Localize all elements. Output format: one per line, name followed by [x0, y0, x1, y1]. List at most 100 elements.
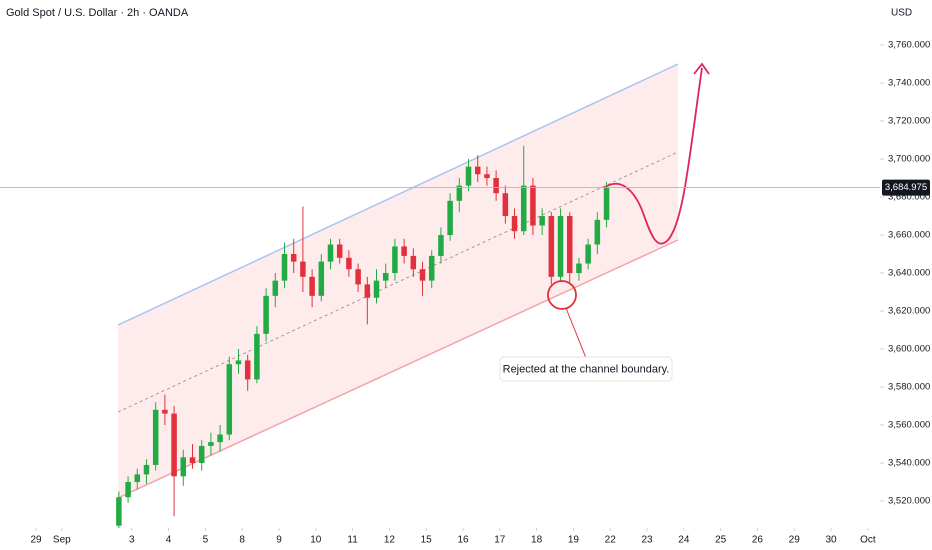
- candle-body: [198, 445, 205, 464]
- annotation-box: [499, 356, 673, 382]
- candle-body: [364, 284, 371, 298]
- price-axis-panel: [880, 0, 932, 550]
- price-label-box: [882, 179, 930, 196]
- candle-body: [346, 257, 352, 270]
- candle-body: [162, 409, 168, 414]
- time-axis-panel: [0, 528, 932, 550]
- channel-upper-line: [117, 63, 679, 326]
- x-tick-label: 19: [568, 535, 580, 546]
- candle-body: [309, 276, 315, 296]
- annotation-leader: [565, 307, 587, 359]
- candle-body: [502, 193, 509, 217]
- candle-body: [539, 216, 545, 226]
- y-tick-label: 3,760.000: [888, 40, 930, 51]
- candle-body: [557, 216, 564, 277]
- candle-body: [290, 254, 297, 262]
- x-tick-label: 5: [203, 535, 209, 546]
- rejection-circle: [547, 280, 577, 310]
- y-tick-label: 3,540.000: [888, 458, 930, 469]
- x-tick-label: 22: [605, 535, 617, 546]
- candle-body: [447, 200, 453, 236]
- x-tick-label: 12: [384, 535, 396, 546]
- channel-mid-line: [117, 151, 679, 413]
- x-tick-label: 17: [494, 535, 506, 546]
- x-tick-label: 29: [789, 535, 801, 546]
- chart-title[interactable]: Gold Spot / U.S. Dollar · 2h · OANDA: [6, 7, 189, 19]
- candle-body: [226, 364, 233, 435]
- candle-body: [254, 333, 260, 380]
- y-tick-label: 3,580.000: [888, 382, 930, 393]
- candle-body: [520, 185, 527, 232]
- candle-body: [382, 273, 389, 281]
- candle-body: [465, 166, 472, 186]
- x-tick-label: 18: [531, 535, 543, 546]
- x-tick-label: 4: [166, 535, 172, 546]
- candle-body: [438, 235, 444, 256]
- candle-body: [189, 457, 196, 464]
- y-tick-label: 3,640.000: [888, 268, 930, 279]
- candle-body: [474, 166, 481, 175]
- x-tick-label: 16: [457, 535, 469, 546]
- candle-body: [272, 280, 279, 296]
- channel-fill: [118, 64, 678, 498]
- candle-body: [143, 464, 150, 475]
- currency-label[interactable]: USD: [891, 8, 912, 19]
- y-tick-label: 3,740.000: [888, 78, 930, 89]
- candle-body: [410, 255, 417, 270]
- candle-body: [530, 185, 536, 226]
- plot-area: [116, 145, 610, 532]
- price-label: 3,684.975: [885, 182, 927, 193]
- candle-body: [336, 244, 343, 258]
- y-tick-label: 3,620.000: [888, 306, 930, 317]
- x-tick-label: 10: [310, 535, 322, 546]
- y-tick-label: 3,520.000: [888, 496, 930, 507]
- x-tick-label: 11: [347, 535, 358, 546]
- x-tick-label: 15: [421, 535, 433, 546]
- candle-body: [428, 255, 435, 281]
- y-tick-label: 3,720.000: [888, 116, 930, 127]
- candle-body: [548, 216, 555, 277]
- candle-body: [171, 413, 177, 477]
- candle-body: [355, 269, 361, 285]
- candle-body: [594, 219, 601, 245]
- candle-body: [244, 360, 251, 380]
- y-tick-label: 3,600.000: [888, 344, 930, 355]
- x-tick-label: 26: [752, 535, 764, 546]
- projection-curve: [603, 67, 703, 245]
- x-tick-label: 9: [276, 535, 282, 546]
- candle-body: [585, 244, 591, 264]
- x-tick-label: 29: [31, 535, 43, 546]
- candle-body: [392, 246, 398, 274]
- candle-body: [419, 269, 426, 281]
- y-tick-label: 3,700.000: [888, 154, 930, 165]
- candle-body: [281, 254, 288, 281]
- x-tick-label: 23: [641, 535, 653, 546]
- candle-body: [373, 280, 380, 298]
- candle-body: [318, 261, 325, 296]
- x-tick-label: Oct: [860, 535, 876, 546]
- candle-body: [511, 216, 518, 232]
- candle-body: [456, 185, 463, 201]
- candle-body: [208, 442, 214, 446]
- candle-body: [327, 244, 334, 262]
- candle-body: [493, 178, 499, 194]
- annotation-text: Rejected at the channel boundary.: [503, 363, 670, 375]
- x-tick-label: 8: [239, 535, 245, 546]
- x-tick-label: 24: [678, 535, 690, 546]
- candle-body: [217, 434, 223, 443]
- candle-body: [263, 295, 269, 334]
- x-tick-label: 30: [825, 535, 837, 546]
- candle-body: [180, 457, 187, 477]
- x-tick-label: Sep: [53, 535, 71, 546]
- candle-body: [116, 497, 122, 526]
- candle-body: [566, 216, 573, 274]
- y-tick-label: 3,660.000: [888, 230, 930, 241]
- y-tick-label: 3,560.000: [888, 420, 930, 431]
- y-tick-label: 3,680.000: [888, 192, 930, 203]
- candle-body: [300, 261, 306, 277]
- candle-body: [235, 360, 242, 365]
- x-tick-label: 3: [129, 535, 135, 546]
- candle-body: [152, 409, 159, 465]
